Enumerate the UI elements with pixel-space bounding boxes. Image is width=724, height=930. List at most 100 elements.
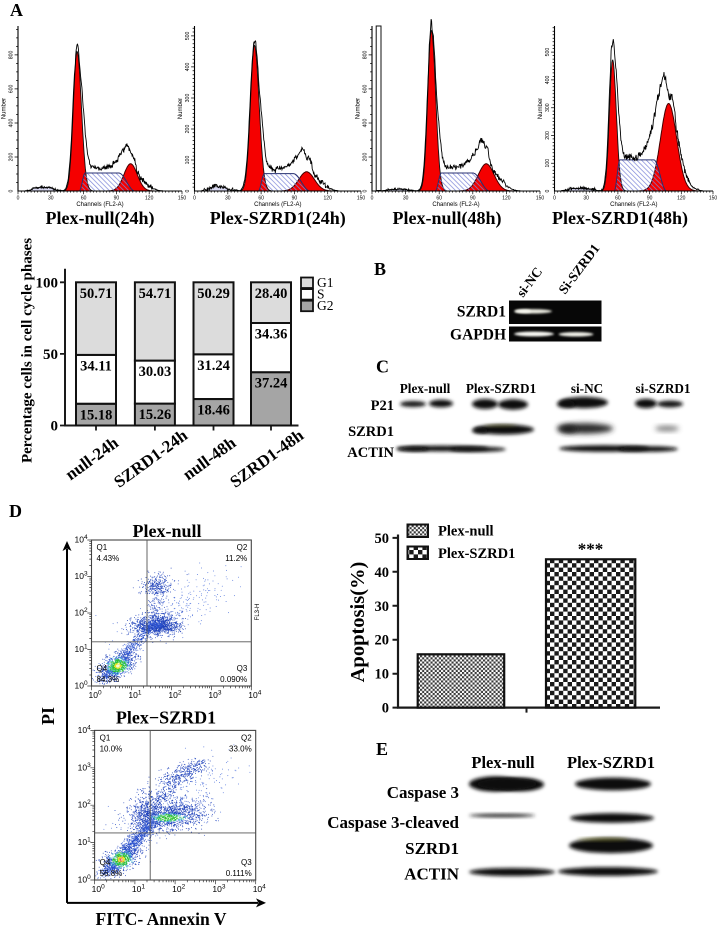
svg-text:100: 100	[185, 156, 191, 165]
svg-text:50.29: 50.29	[197, 286, 230, 302]
svg-text:0.111%: 0.111%	[226, 869, 252, 878]
svg-text:Q2: Q2	[241, 733, 252, 742]
svg-text:100: 100	[545, 159, 551, 168]
svg-text:31.24: 31.24	[197, 358, 230, 374]
svg-text:SZRD1: SZRD1	[348, 424, 394, 440]
svg-text:90: 90	[292, 196, 298, 202]
svg-text:15.26: 15.26	[139, 407, 172, 423]
svg-text:10.0%: 10.0%	[100, 744, 123, 753]
svg-text:150: 150	[178, 196, 187, 202]
svg-text:84.3%: 84.3%	[97, 675, 120, 684]
svg-text:11.2%: 11.2%	[225, 554, 247, 563]
svg-text:100: 100	[36, 275, 59, 291]
svg-text:101: 101	[128, 690, 141, 701]
svg-text:102: 102	[75, 607, 88, 618]
svg-text:800: 800	[363, 50, 369, 59]
svg-text:600: 600	[363, 84, 369, 93]
svg-text:Plex-null: Plex-null	[132, 521, 201, 541]
svg-text:101: 101	[75, 644, 88, 655]
svg-text:50: 50	[43, 347, 58, 363]
svg-text:600: 600	[9, 84, 15, 93]
svg-text:ACTIN: ACTIN	[404, 865, 460, 884]
svg-text:Plex-SZRD1(48h): Plex-SZRD1(48h)	[552, 208, 688, 229]
svg-text:Number: Number	[178, 98, 184, 119]
svg-text:S: S	[317, 287, 325, 302]
svg-text:Plex-SZRD1(24h): Plex-SZRD1(24h)	[210, 208, 346, 229]
svg-text:100: 100	[89, 690, 102, 701]
svg-text:Channels (FL2-A): Channels (FL2-A)	[432, 202, 479, 208]
svg-text:Caspase 3: Caspase 3	[387, 783, 459, 802]
svg-text:FITC- Annexin V: FITC- Annexin V	[96, 909, 227, 929]
svg-text:Channels (FL2-A): Channels (FL2-A)	[254, 202, 301, 208]
svg-text:0.090%: 0.090%	[220, 675, 247, 684]
svg-text:Plex-null: Plex-null	[400, 381, 451, 396]
svg-text:G2: G2	[317, 298, 334, 313]
svg-text:28.40: 28.40	[255, 286, 288, 302]
svg-text:33.0%: 33.0%	[229, 744, 252, 753]
svg-text:0: 0	[382, 701, 389, 717]
svg-text:0: 0	[193, 196, 196, 202]
svg-text:100: 100	[75, 680, 88, 691]
svg-text:Number: Number	[356, 98, 362, 119]
svg-text:D: D	[9, 501, 22, 521]
svg-text:Q4: Q4	[97, 664, 108, 673]
svg-text:10: 10	[375, 667, 390, 683]
svg-text:104: 104	[75, 534, 88, 545]
svg-text:Apoptosis(%): Apoptosis(%)	[347, 562, 369, 683]
svg-text:Plex−SZRD1: Plex−SZRD1	[116, 708, 216, 728]
svg-text:300: 300	[185, 94, 191, 103]
svg-text:GAPDH: GAPDH	[450, 327, 506, 344]
svg-text:60: 60	[615, 196, 621, 202]
svg-text:30: 30	[48, 196, 54, 202]
svg-text:54.71: 54.71	[139, 286, 172, 302]
svg-text:Caspase 3-cleaved: Caspase 3-cleaved	[327, 813, 459, 832]
svg-text:37.24: 37.24	[255, 376, 288, 392]
svg-text:0: 0	[51, 419, 59, 435]
svg-text:150: 150	[536, 196, 545, 202]
svg-text:50.71: 50.71	[80, 286, 113, 302]
svg-text:200: 200	[9, 153, 15, 162]
svg-text:104: 104	[253, 884, 266, 895]
svg-text:120: 120	[145, 196, 154, 202]
svg-text:0: 0	[363, 189, 369, 192]
svg-text:C: C	[376, 357, 389, 377]
svg-text:Number: Number	[2, 98, 8, 119]
svg-text:103: 103	[212, 884, 225, 895]
svg-text:0: 0	[371, 196, 374, 202]
svg-text:120: 120	[677, 196, 686, 202]
svg-text:PI: PI	[38, 707, 58, 725]
svg-text:400: 400	[9, 119, 15, 128]
svg-text:100: 100	[92, 884, 105, 895]
svg-text:30: 30	[583, 196, 589, 202]
svg-text:si-SZRD1: si-SZRD1	[636, 381, 691, 396]
svg-text:400: 400	[545, 75, 551, 84]
svg-text:120: 120	[502, 196, 511, 202]
svg-text:Q3: Q3	[241, 858, 252, 867]
svg-text:Q2: Q2	[237, 543, 248, 552]
svg-text:G1: G1	[317, 275, 334, 290]
svg-text:SZRD1-48h: SZRD1-48h	[226, 425, 307, 491]
svg-text:100: 100	[78, 874, 91, 885]
svg-text:500: 500	[185, 31, 191, 40]
svg-text:B: B	[374, 259, 386, 279]
svg-text:400: 400	[363, 119, 369, 128]
svg-text:Channels (FL2-A): Channels (FL2-A)	[76, 202, 123, 208]
svg-text:E: E	[376, 739, 388, 759]
svg-text:Plex-null(24h): Plex-null(24h)	[45, 208, 154, 229]
svg-text:0: 0	[545, 189, 551, 192]
svg-text:0: 0	[9, 189, 15, 192]
svg-text:SZRD1: SZRD1	[405, 839, 459, 858]
svg-text:30.03: 30.03	[139, 364, 172, 380]
svg-text:18.46: 18.46	[197, 403, 230, 419]
svg-text:103: 103	[208, 690, 221, 701]
svg-text:Plex-SZRD1: Plex-SZRD1	[567, 753, 655, 772]
svg-text:0: 0	[553, 196, 556, 202]
svg-text:Q1: Q1	[97, 543, 108, 552]
svg-text:90: 90	[647, 196, 653, 202]
svg-text:Q1: Q1	[100, 733, 111, 742]
svg-text:56.8%: 56.8%	[100, 869, 123, 878]
svg-text:103: 103	[78, 762, 91, 773]
svg-text:Q3: Q3	[237, 664, 248, 673]
svg-text:20: 20	[375, 633, 390, 649]
svg-text:Si-SZRD1: Si-SZRD1	[555, 241, 602, 297]
